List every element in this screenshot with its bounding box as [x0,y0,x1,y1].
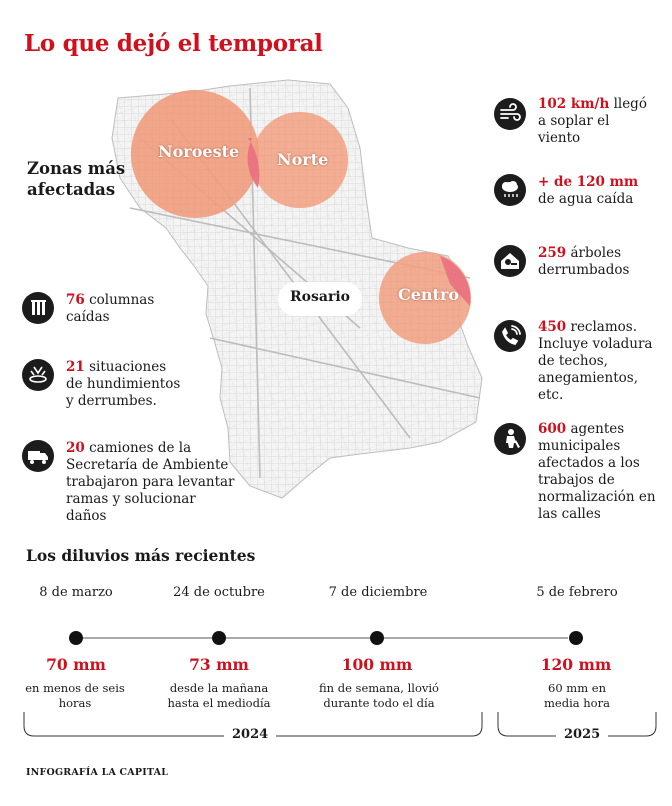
timeline-dot [370,631,384,645]
timeline-amount: 73 mm [189,655,249,674]
timeline-description: desde la mañana hasta el mediodía [167,681,271,710]
city-label: Rosario [290,289,350,305]
zone-label-noroeste: Noroeste [158,142,240,161]
stat-text: camiones de la Secretaría de Ambiente tr… [66,440,235,524]
timeline-dot [212,631,226,645]
timeline-date: 5 de febrero [536,585,618,600]
timeline-amount: 100 mm [341,655,413,674]
stat-number: 20 [66,440,85,456]
sinkhole-icon [22,359,54,391]
columns-icon [22,292,54,324]
page-title: Lo que dejó el temporal [24,30,323,57]
truck-icon [22,440,54,472]
stat-columns: 76 columnas caídas [66,292,176,326]
timeline-date: 8 de marzo [39,585,113,600]
city-label-pill [278,282,362,316]
fallen-tree-icon [494,245,526,277]
stat-number: 21 [66,359,85,375]
timeline-amount: 120 mm [540,655,612,674]
stat-rain: + de 120 mm de agua caída [538,174,648,208]
stat-number: 600 [538,421,567,437]
stat-sinkholes: 21 situaciones de hundimientos y derrumb… [66,359,186,410]
zone-label-centro: Centro [398,285,460,304]
timeline-description: en menos de seis horas [25,681,125,710]
stat-number: 76 [66,292,85,308]
zone-label-norte: Norte [277,150,329,169]
timeline-date: 24 de octubre [173,585,265,600]
credit: INFOGRAFÍA LA CAPITAL [26,767,169,778]
stat-text: de agua caída [538,191,634,207]
timeline-description: fin de semana, llovió durante todo el dí… [319,681,439,710]
timeline-title: Los diluvios más recientes [26,546,256,565]
stat-text: columnas caídas [66,292,155,325]
stat-number: 259 [538,245,567,261]
stat-number: + de 120 mm [538,174,639,190]
stat-number: 450 [538,319,567,335]
year-label: 2025 [556,727,609,742]
stat-trucks: 20 camiones de la Secretaría de Ambiente… [66,440,236,525]
rain-cloud-icon [494,174,526,206]
stat-text: reclamos. Incluye voladura de techos, an… [538,319,653,403]
stat-wind: 102 km/h llegó a soplar el viento [538,96,648,147]
timeline-dot [69,631,83,645]
stat-trees: 259 árboles derrumbados [538,245,638,279]
stat-number: 102 km/h [538,96,610,112]
wind-icon [494,98,526,130]
stat-text: situaciones de hundimientos y derrumbes. [66,359,181,409]
stat-text: llegó a soplar el viento [538,96,647,146]
zones-title: Zonas más afectadas [27,159,126,199]
timeline-dot [569,631,583,645]
timeline-amount: 70 mm [46,655,106,674]
city-map [111,79,483,499]
stat-text: agentes municipales afectados a los trab… [538,421,656,522]
stat-claims: 450 reclamos. Incluye voladura de techos… [538,319,658,404]
timeline-line [82,637,568,639]
timeline-description: 60 mm en media hora [544,681,610,710]
worker-icon [494,423,526,455]
stat-text: árboles derrumbados [538,245,630,278]
timeline-date: 7 de diciembre [328,585,428,600]
phone-icon [494,320,526,352]
stat-agents: 600 agentes municipales afectados a los … [538,421,656,523]
year-label: 2024 [224,727,277,742]
